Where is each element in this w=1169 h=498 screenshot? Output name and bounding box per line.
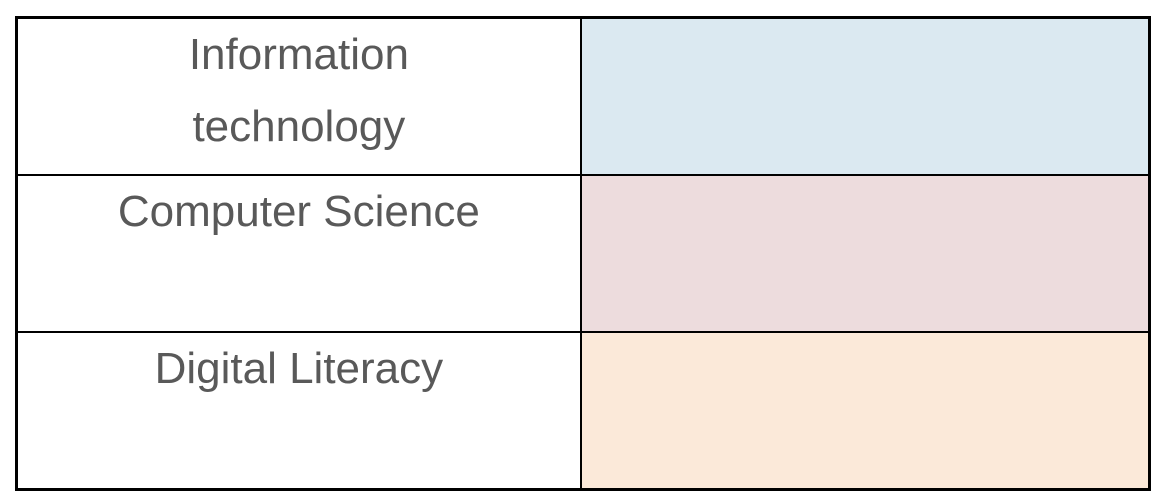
table-row: Information technology xyxy=(15,16,1151,176)
subject-label-digital-literacy: Digital Literacy xyxy=(15,331,582,491)
color-swatch-information-technology xyxy=(579,16,1151,176)
color-swatch-computer-science xyxy=(579,174,1151,333)
subject-label-information-technology: Information technology xyxy=(15,16,582,176)
subject-color-table: Information technology Computer Science … xyxy=(15,16,1151,491)
color-swatch-digital-literacy xyxy=(579,331,1151,491)
subject-label-computer-science: Computer Science xyxy=(15,174,582,333)
subject-table-body: Information technology Computer Science … xyxy=(15,16,1151,491)
table-row: Computer Science xyxy=(15,174,1151,333)
table-row: Digital Literacy xyxy=(15,331,1151,491)
